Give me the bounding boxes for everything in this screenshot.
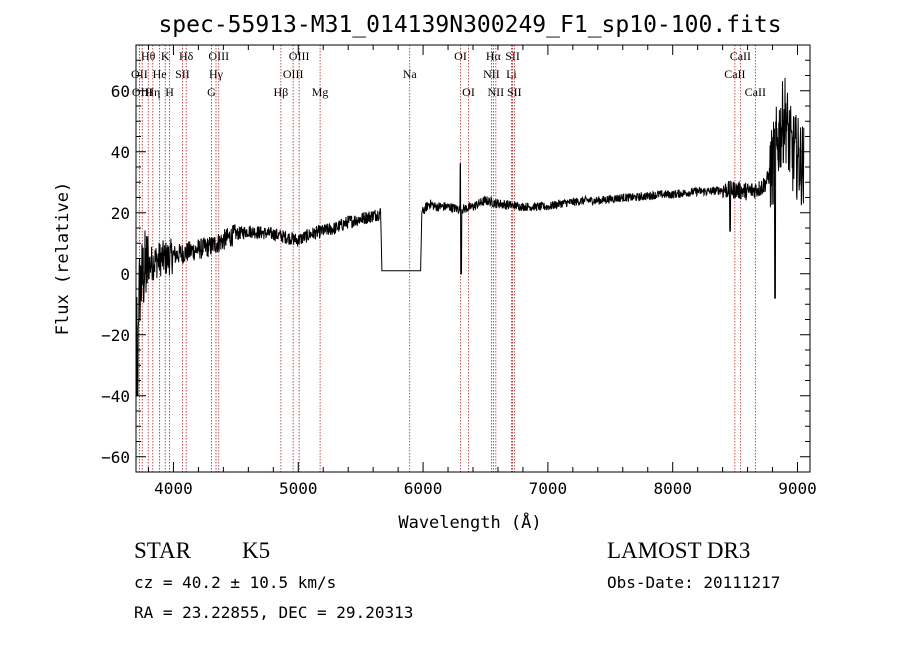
spectral-line-label: CaII: [724, 67, 745, 81]
class-label: STAR: [134, 538, 191, 563]
subclass-label: K5: [242, 538, 271, 563]
x-tick-label: 6000: [404, 479, 443, 498]
plot-frame: [135, 44, 811, 473]
spectral-line-label: Hγ: [209, 67, 224, 81]
spectral-line-label: He: [153, 67, 167, 81]
y-tick-label: −20: [101, 326, 130, 345]
y-tick-label: 60: [111, 82, 130, 101]
spectral-line-label: CaII: [730, 49, 751, 63]
redshift-text: cz = 40.2 ± 10.5 km/s: [134, 573, 337, 592]
spectral-line-label: NII: [488, 85, 505, 99]
x-tick-label: 7000: [529, 479, 568, 498]
x-tick-label: 8000: [653, 479, 692, 498]
axis-ticks-layer: 4000 5000 6000 7000 8000 9000 −60 −40 −20 0 20 40 60: [101, 45, 817, 498]
spectral-line-label: SII: [175, 67, 190, 81]
x-tick-label: 5000: [279, 479, 318, 498]
spectral-line-label: OIII: [283, 67, 304, 81]
chart-title: spec-55913-M31_014139N300249_F1_sp10-100…: [158, 12, 781, 38]
y-tick-label: −60: [101, 448, 130, 467]
spectral-line-label: Hη: [145, 85, 160, 99]
spectral-line-label: OII: [131, 67, 148, 81]
spectral-line-label: OI: [462, 85, 475, 99]
spectral-line-label: Hα: [486, 49, 502, 63]
spectral-line-label: CaII: [745, 85, 766, 99]
spectral-line-label: Li: [506, 67, 517, 81]
spectral-line-label: Hβ: [274, 85, 289, 99]
spectral-line-label: Mg: [312, 85, 329, 99]
spectral-line-label: OIII: [289, 49, 310, 63]
spectral-line-label: H: [165, 85, 174, 99]
spectrum-series-line: [135, 77, 805, 397]
spectral-line-label: Hθ: [141, 49, 156, 63]
spectral-line-label: NII: [483, 67, 500, 81]
x-axis-label: Wavelength (Å): [398, 511, 541, 533]
survey-label: LAMOST DR3: [607, 538, 751, 563]
y-axis-label: Flux (relative): [53, 182, 73, 336]
y-tick-label: 40: [111, 143, 130, 162]
y-tick-label: 20: [111, 204, 130, 223]
spectral-line-label: K: [161, 49, 170, 63]
obs-date-text: Obs-Date: 20111217: [607, 573, 781, 592]
spectral-line-label: G: [207, 85, 216, 99]
y-tick-label: −40: [101, 387, 130, 406]
spectral-line-label: Na: [403, 67, 418, 81]
spectral-line-label: Hδ: [179, 49, 194, 63]
spectral-line-label: SII: [505, 49, 520, 63]
x-tick-label: 4000: [154, 479, 193, 498]
spectral-line-label: OIII: [132, 85, 153, 99]
spectral-line-label: OIII: [208, 49, 229, 63]
x-tick-label: 9000: [778, 479, 817, 498]
coordinates-text: RA = 23.22855, DEC = 29.20313: [134, 603, 414, 622]
y-tick-label: 0: [120, 265, 130, 284]
spectral-line-label: OI: [454, 49, 467, 63]
spectral-line-label: SII: [507, 85, 522, 99]
